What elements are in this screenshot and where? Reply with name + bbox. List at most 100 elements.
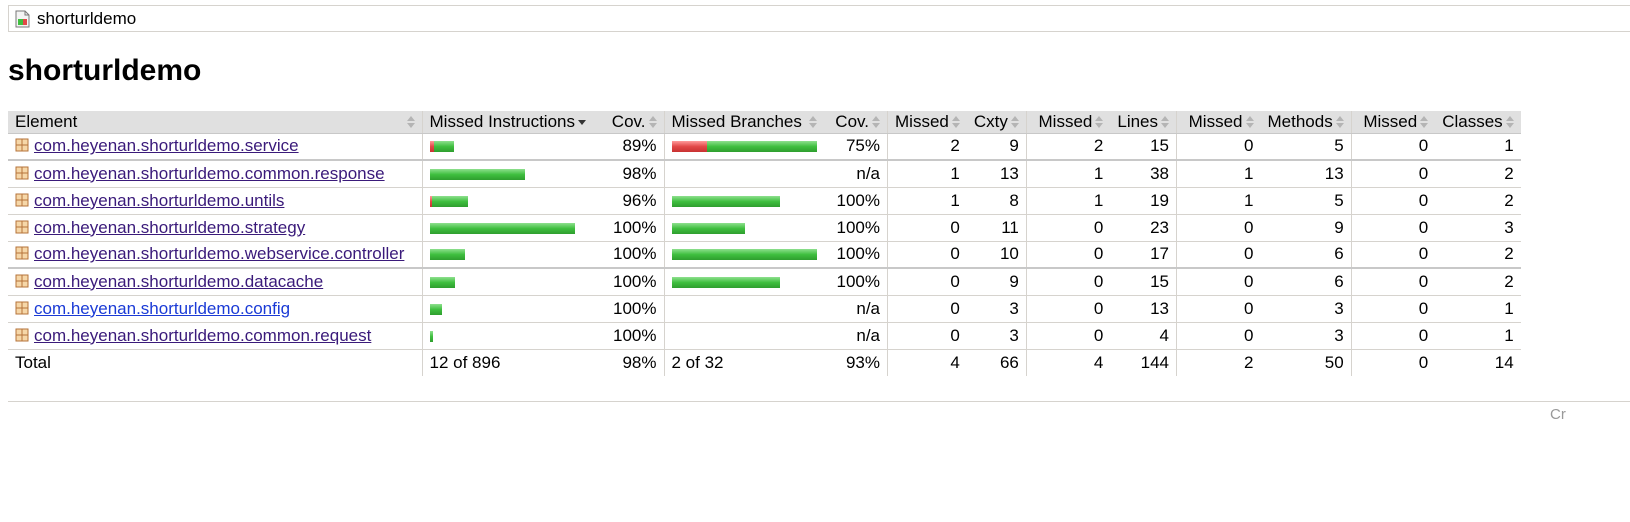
package-link[interactable]: com.heyenan.shorturldemo.common.request (34, 325, 372, 345)
col-missed-instructions[interactable]: Missed Instructions (421, 111, 602, 134)
instructions-missed-bar (429, 195, 432, 207)
element-cell: com.heyenan.shorturldemo.service (8, 133, 422, 161)
session-icon (15, 10, 31, 28)
instructions-covered-bar (429, 249, 465, 261)
instructions-cov: 96% (602, 187, 664, 215)
branches-bar-cell (663, 268, 824, 296)
col-missed-lines[interactable]: Missed (1025, 111, 1111, 134)
instructions-covered-bar (429, 303, 442, 315)
branches-cov: 100% (823, 268, 888, 296)
element-cell: com.heyenan.shorturldemo.common.response (8, 160, 422, 188)
missed-cxty-cell: 1 (886, 160, 967, 188)
lines-cell: 23 (1110, 214, 1177, 242)
methods-cell: 3 (1260, 295, 1352, 323)
col-cov-instructions[interactable]: Cov. (602, 111, 664, 134)
methods-cell: 5 (1260, 133, 1352, 161)
col-cxty[interactable]: Cxty (966, 111, 1027, 134)
instructions-bar-cell (421, 268, 602, 296)
instructions-bar-cell (421, 214, 602, 242)
col-missed-methods[interactable]: Missed (1176, 111, 1261, 134)
cxty-cell: 9 (966, 268, 1027, 296)
col-missed-classes[interactable]: Missed (1350, 111, 1436, 134)
sort-icon (406, 115, 415, 128)
branches-bar-cell (663, 214, 824, 242)
table-row: com.heyenan.shorturldemo.common.response… (8, 160, 1521, 188)
col-cov-branches[interactable]: Cov. (823, 111, 888, 134)
classes-cell: 2 (1435, 268, 1521, 296)
cxty-cell: 3 (966, 322, 1027, 350)
classes-cell: 2 (1435, 187, 1521, 215)
col-missed-branches[interactable]: Missed Branches (663, 111, 824, 134)
package-icon (15, 137, 29, 152)
instructions-cov: 100% (602, 241, 664, 269)
cxty-cell: 3 (966, 295, 1027, 323)
package-link[interactable]: com.heyenan.shorturldemo.common.response (34, 163, 385, 183)
package-icon (15, 219, 29, 233)
table-row: com.heyenan.shorturldemo.untils 96% 100% 1 8… (8, 187, 1521, 215)
missed-classes-cell: 0 (1350, 268, 1436, 296)
package-link[interactable]: com.heyenan.shorturldemo.service (34, 136, 299, 156)
total-br-cov: 93% (845, 352, 880, 372)
col-classes[interactable]: Classes (1435, 111, 1521, 134)
element-cell: com.heyenan.shorturldemo.datacache (8, 268, 422, 296)
cxty-cell: 8 (966, 187, 1027, 215)
missed-cxty-cell: 0 (886, 268, 967, 296)
sort-icon (1420, 116, 1429, 129)
instructions-covered-bar (429, 276, 455, 288)
footer-text: Cr (1550, 406, 1566, 423)
missed-cxty-cell: 0 (886, 241, 967, 269)
package-link[interactable]: com.heyenan.shorturldemo.untils (34, 190, 285, 210)
package-link[interactable]: com.heyenan.shorturldemo.strategy (34, 217, 306, 237)
sort-icon (1505, 116, 1514, 129)
branches-bar-cell (663, 241, 824, 269)
element-cell: com.heyenan.shorturldemo.config (8, 295, 422, 323)
sort-icon (1010, 116, 1019, 129)
methods-cell: 3 (1260, 322, 1352, 350)
missed-classes-cell: 0 (1350, 241, 1436, 269)
missed-classes-cell: 0 (1350, 160, 1436, 188)
missed-classes-cell: 0 (1350, 187, 1436, 215)
instructions-cov: 100% (602, 295, 664, 323)
col-missed-cxty[interactable]: Missed (886, 111, 967, 134)
instructions-missed-bar (429, 141, 434, 153)
package-link[interactable]: com.heyenan.shorturldemo.datacache (34, 271, 324, 291)
sort-desc-icon (578, 116, 586, 128)
branches-covered-bar (706, 141, 817, 153)
package-icon (15, 327, 29, 341)
element-cell: com.heyenan.shorturldemo.untils (8, 187, 422, 215)
missed-classes-cell: 0 (1350, 214, 1436, 242)
missed-lines-cell: 0 (1025, 295, 1111, 323)
methods-cell: 6 (1260, 268, 1352, 296)
methods-cell: 9 (1260, 214, 1352, 242)
table-row: com.heyenan.shorturldemo.strategy 100% 100… (8, 214, 1521, 242)
instructions-covered-bar (431, 195, 468, 207)
col-methods[interactable]: Methods (1260, 111, 1352, 134)
branches-missed-bar (671, 141, 707, 153)
breadcrumb: shorturldemo (8, 5, 1630, 32)
instructions-cov: 98% (602, 160, 664, 188)
package-link[interactable]: com.heyenan.shorturldemo.config (34, 298, 291, 318)
branches-cov: 100% (823, 241, 888, 269)
element-cell: com.heyenan.shorturldemo.common.request (8, 322, 422, 350)
branches-bar-cell (663, 160, 824, 188)
branches-cov: 100% (823, 214, 888, 242)
classes-cell: 1 (1435, 322, 1521, 350)
col-element[interactable]: Element (8, 111, 422, 134)
sort-icon (1095, 116, 1104, 129)
missed-classes-cell: 0 (1350, 133, 1436, 161)
table-row: com.heyenan.shorturldemo.config 100% n/a 0 3… (8, 295, 1521, 323)
total-cxty: 66 (999, 352, 1019, 372)
branches-cov: 75% (823, 133, 888, 161)
sort-icon (872, 116, 880, 129)
branches-covered-bar (671, 195, 780, 207)
col-lines[interactable]: Lines (1110, 111, 1177, 134)
missed-classes-cell: 0 (1350, 295, 1436, 323)
total-instr-missed: 12 of 896 (421, 349, 602, 376)
package-link[interactable]: com.heyenan.shorturldemo.webservice.cont… (34, 244, 405, 264)
missed-cxty-cell: 2 (886, 133, 967, 161)
classes-cell: 1 (1435, 295, 1521, 323)
methods-cell: 6 (1260, 241, 1352, 269)
missed-cxty-cell: 1 (886, 187, 967, 215)
instructions-bar-cell (421, 160, 602, 188)
total-row: Total 12 of 896 98% 2 of 32 93% 4 66 4 1… (8, 349, 1521, 376)
